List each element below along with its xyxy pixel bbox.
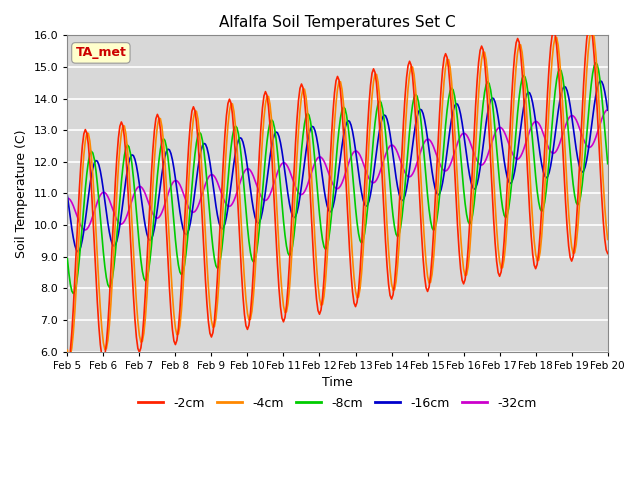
X-axis label: Time: Time — [322, 376, 353, 389]
Title: Alfalfa Soil Temperatures Set C: Alfalfa Soil Temperatures Set C — [219, 15, 456, 30]
Y-axis label: Soil Temperature (C): Soil Temperature (C) — [15, 129, 28, 258]
Text: TA_met: TA_met — [76, 47, 126, 60]
Legend: -2cm, -4cm, -8cm, -16cm, -32cm: -2cm, -4cm, -8cm, -16cm, -32cm — [133, 392, 541, 415]
